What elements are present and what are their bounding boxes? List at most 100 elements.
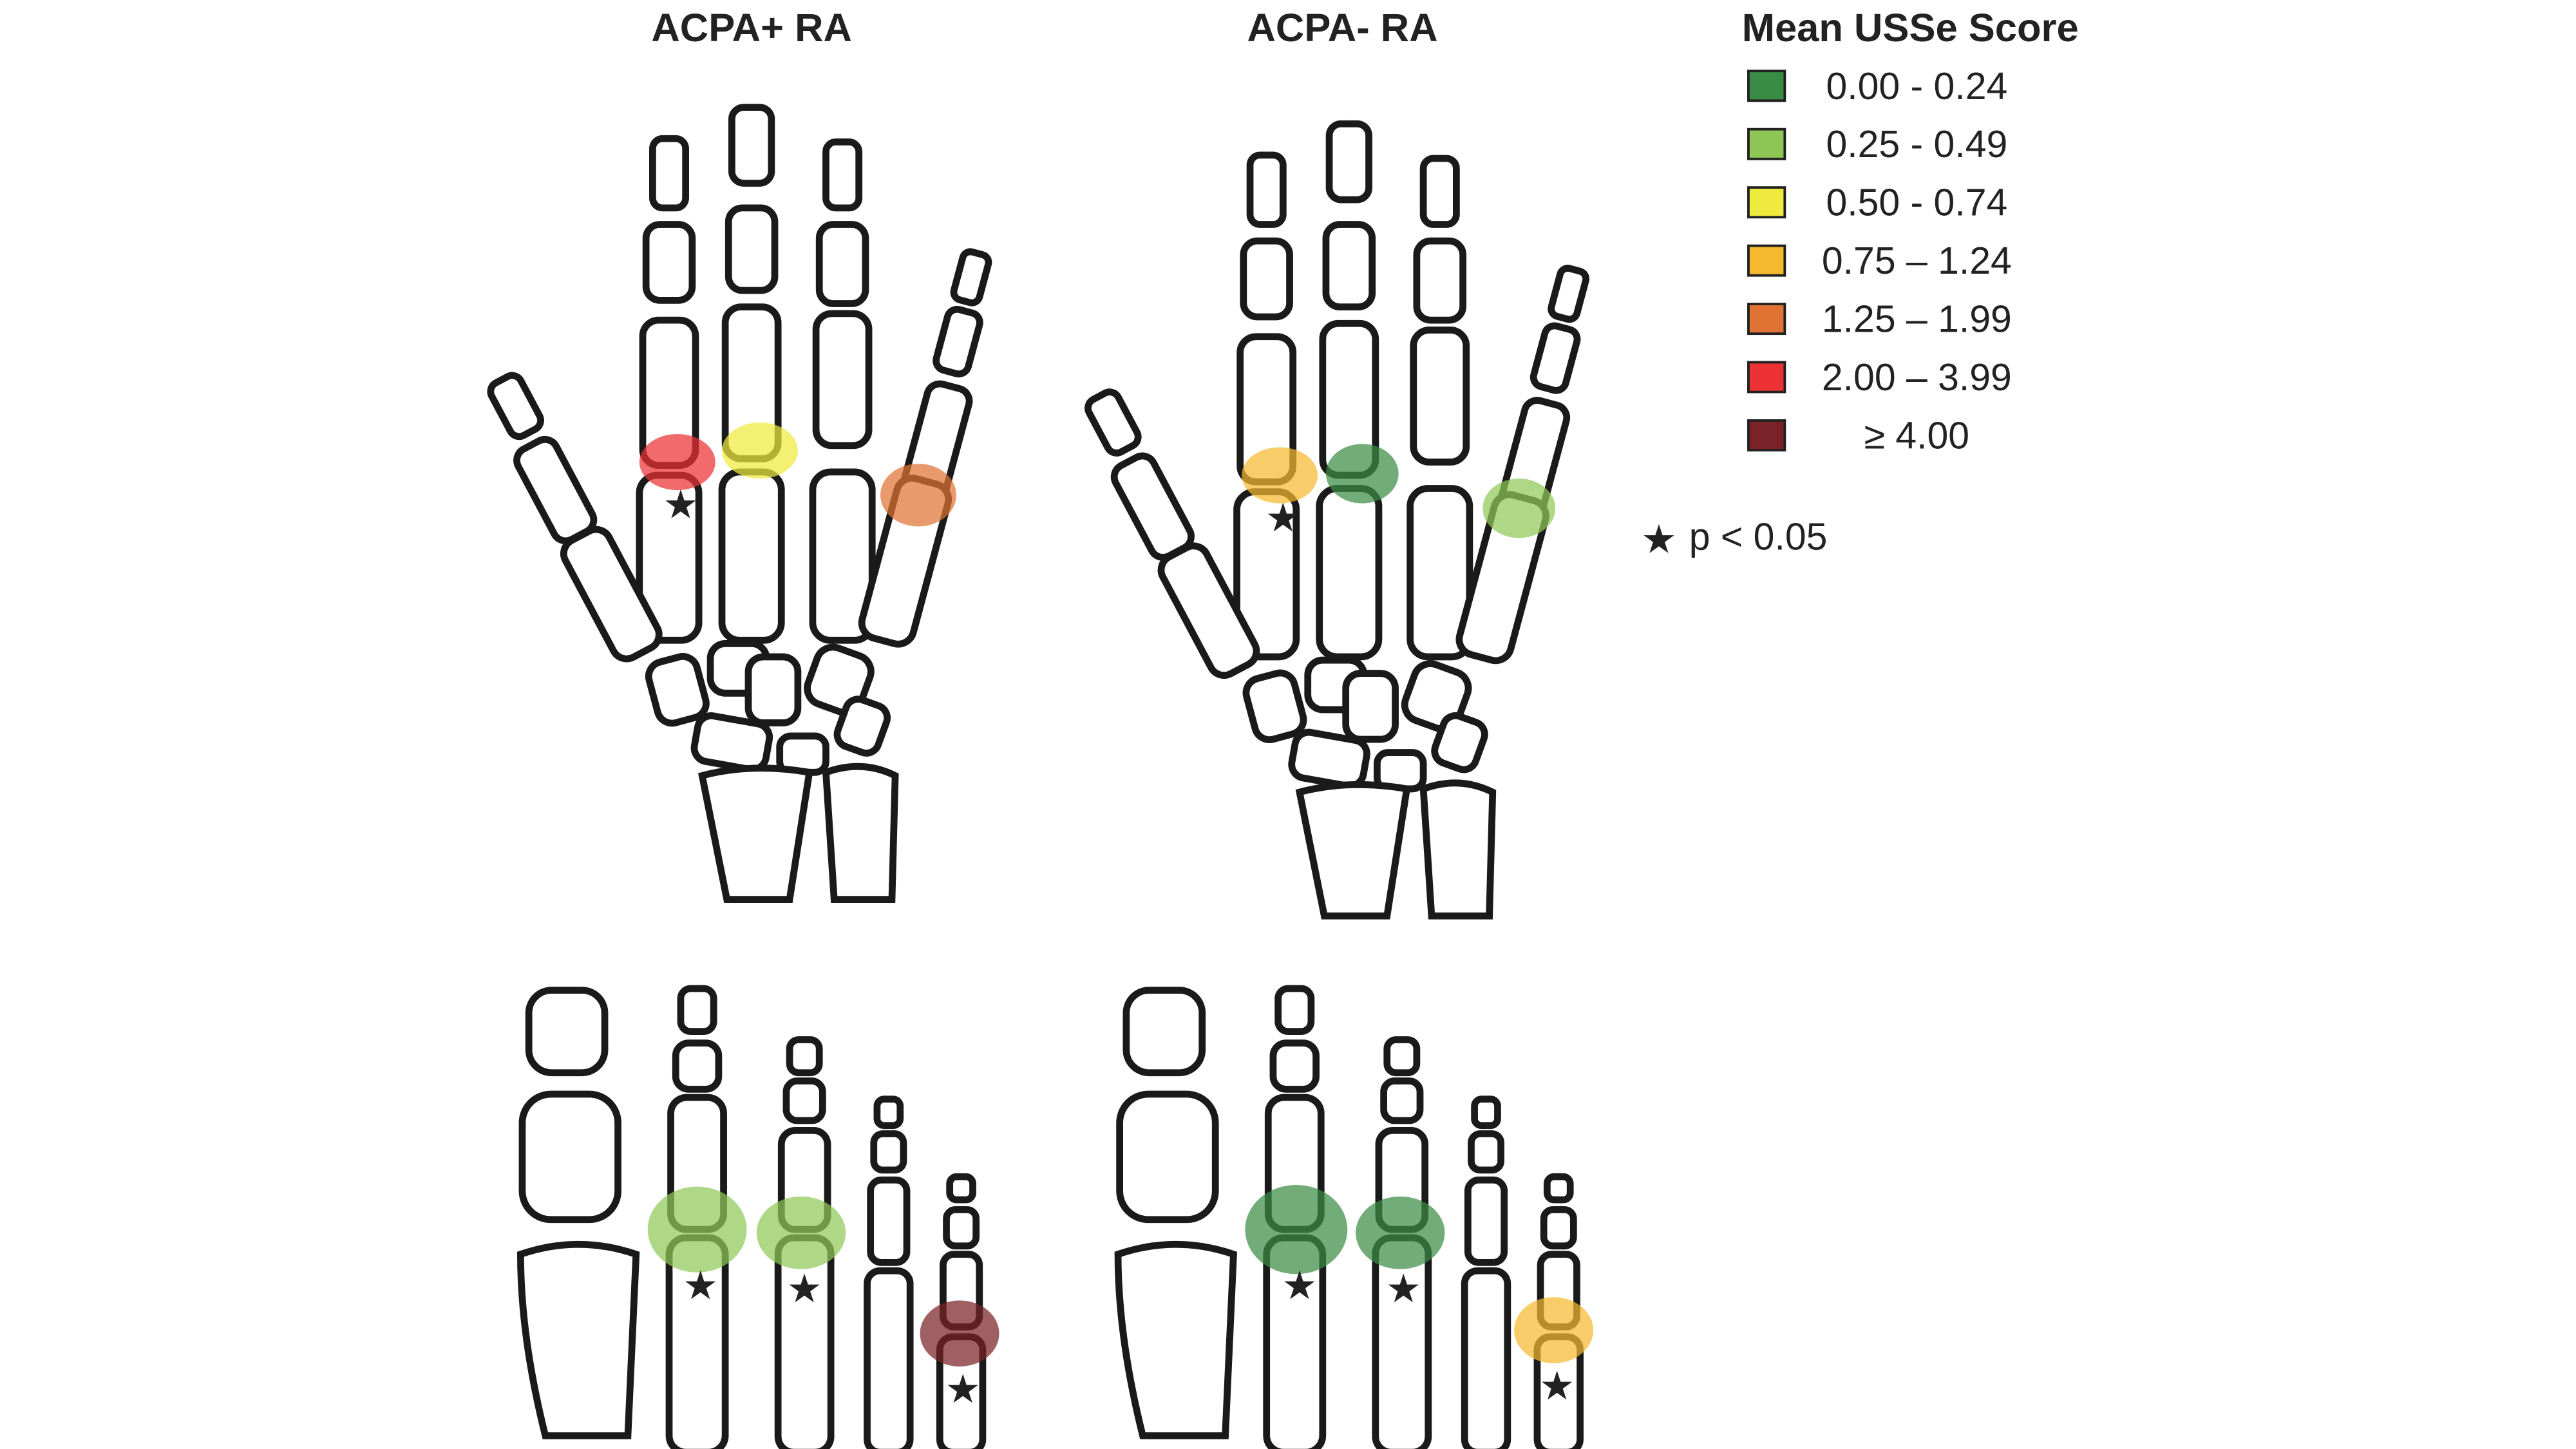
significance-label: p < 0.05 [1689,516,1828,558]
legend-swatch [1747,70,1786,102]
bone [525,987,609,1077]
bone [1468,1130,1504,1174]
bone [649,135,690,212]
bone [1548,265,1590,323]
joint-marker-mtp2 [1245,1184,1348,1274]
significance-star-icon: ★ [945,1367,981,1412]
bone [560,526,663,663]
joint-marker-mtp5 [920,1300,999,1367]
bone [864,1267,914,1449]
bone [672,1039,723,1093]
bone [677,985,717,1036]
bone [645,653,710,727]
bone [1410,327,1470,466]
joint-marker-mtp3 [1356,1196,1445,1269]
significance-star-icon: ★ [663,483,698,527]
bone [822,138,863,212]
legend-label: ≥ 4.00 [1864,415,1969,457]
joint-marker-mcp3 [722,422,798,479]
bone [946,1173,976,1204]
bone [1419,155,1460,228]
bone [728,104,775,187]
joint-markers: ★ ★ ★ ★ ★ ★ ★ ★ [639,422,1594,1412]
bone [1406,485,1473,661]
foot-acpa-neg [1114,985,1584,1449]
bone [1110,452,1195,561]
bone [782,1077,826,1124]
bone [1288,728,1370,790]
bone [1240,237,1293,321]
bone [718,468,785,644]
ulna-bone [822,762,899,904]
bone [690,712,773,773]
joint-marker-mtp3 [756,1196,846,1269]
bone [1157,542,1260,679]
legend-swatch [1747,361,1786,393]
joint-marker-pip5 [1482,478,1556,538]
legend-swatch [1747,303,1786,336]
bone [487,372,544,440]
bone [812,310,873,450]
bone [833,696,891,757]
significance-star-icon: ★ [1282,1264,1317,1308]
legend-swatch [1747,419,1786,452]
significance-star-icon: ★ [1386,1267,1421,1311]
bone [1543,1173,1574,1204]
legend-label: 0.25 - 0.49 [1826,124,2007,166]
legend-swatch [1747,128,1786,160]
bone [943,1206,980,1250]
legend: Mean USSe Score ★ p < 0.05 0.00 - 0.24 0.… [1641,6,2078,562]
radius-bone [697,764,813,904]
significance-star-icon: ★ [1641,517,1676,562]
bone [1322,221,1376,311]
bone [1530,322,1581,394]
joint-marker-mcp2 [639,433,715,491]
legend-title: Mean USSe Score [1742,6,2079,50]
bone [1540,1206,1577,1250]
metatarsal-bone [516,1240,640,1439]
bone [1116,1090,1219,1224]
bone [1413,237,1467,324]
bone [870,1130,907,1174]
bone [1242,669,1307,743]
bone [815,221,869,307]
legend-swatch [1747,186,1786,219]
bone [518,1090,621,1224]
legend-label: 1.25 – 1.99 [1822,299,2012,341]
significance-star-icon: ★ [1539,1364,1575,1408]
bone [1431,712,1488,773]
panel-title-acpa-pos: ACPA+ RA [651,6,852,50]
bone [1246,151,1287,228]
bone [1471,1095,1501,1130]
legend-label: 0.50 - 0.74 [1826,182,2007,224]
significance-star-icon: ★ [683,1264,718,1308]
foot-acpa-pos [516,985,987,1449]
bone [1325,120,1372,204]
hand-acpa-neg [1084,120,1590,920]
bone [867,1176,911,1266]
joint-marker-mtp2 [647,1186,747,1273]
ulna-bone [1419,779,1497,920]
radius-bone [1295,781,1411,920]
legend-swatch [1747,244,1786,277]
bone [513,435,598,545]
bone [1084,388,1142,457]
bone [786,1036,823,1077]
bone [1269,1039,1320,1093]
panel-title-acpa-neg: ACPA- RA [1247,6,1438,50]
joint-marker-mcp3 [1325,444,1399,504]
legend-label: 0.00 - 0.24 [1826,66,2007,108]
skeleton-drawings [487,104,1590,1449]
bone [809,468,876,644]
metatarsal-bone [1114,1240,1237,1439]
bone [933,305,983,378]
bone [873,1095,904,1130]
bone [744,653,802,726]
joint-marker-mcp2 [1242,447,1318,504]
joint-marker-mtp5 [1514,1297,1594,1363]
bone [1380,1077,1424,1124]
bone [1342,670,1399,743]
bone [1274,985,1315,1036]
bone [724,204,779,294]
